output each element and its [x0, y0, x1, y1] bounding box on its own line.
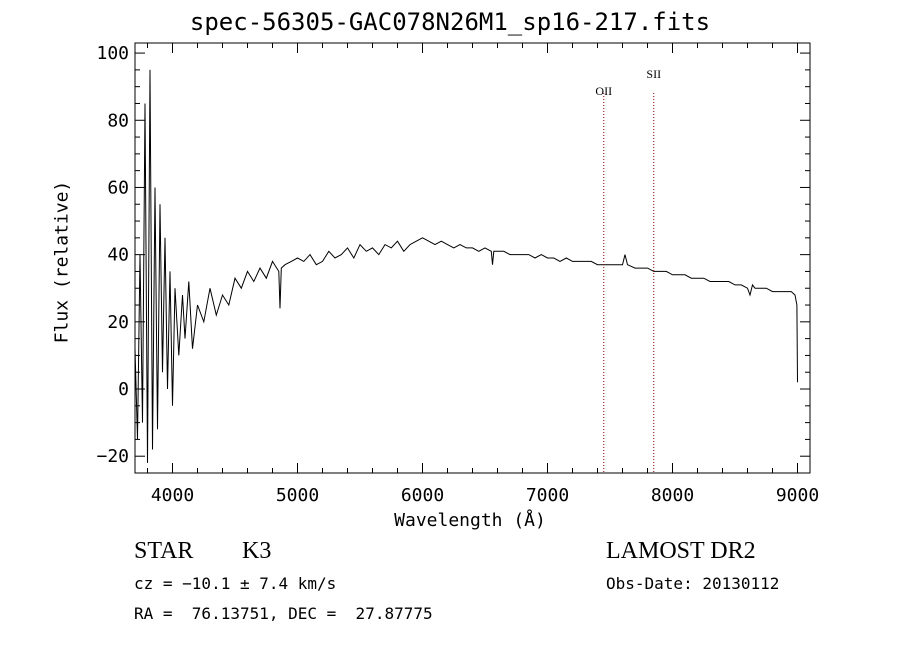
- spectrum-line: [135, 69, 798, 463]
- y-tick-label: −20: [96, 446, 129, 467]
- y-tick-label: 20: [107, 312, 129, 333]
- survey-name: LAMOST DR2: [606, 538, 756, 564]
- redshift-text: cz = −10.1 ± 7.4 km/s: [134, 574, 337, 593]
- coordinates-text: RA = 76.13751, DEC = 27.87775: [134, 604, 433, 623]
- x-tick-label: 6000: [401, 485, 444, 506]
- y-tick-label: 80: [107, 110, 129, 131]
- line-marker-label: SII: [646, 67, 661, 81]
- y-tick-label: 40: [107, 245, 129, 266]
- plot-frame: [134, 42, 811, 474]
- y-tick-label: 100: [96, 43, 129, 64]
- x-tick-label: 4000: [151, 485, 194, 506]
- x-tick-label: 8000: [651, 485, 694, 506]
- x-tick-label: 5000: [276, 485, 319, 506]
- y-tick-label: 60: [107, 177, 129, 198]
- object-subclass: K3: [242, 538, 272, 564]
- x-tick-label: 7000: [526, 485, 569, 506]
- x-tick-label: 9000: [776, 485, 819, 506]
- y-tick-label: 0: [118, 379, 129, 400]
- chart-title: spec-56305-GAC078N26M1_sp16-217.fits: [189, 8, 711, 36]
- object-class: STAR: [134, 538, 194, 564]
- observation-date: Obs-Date: 20130112: [606, 574, 780, 593]
- line-marker-label: OII: [595, 84, 612, 98]
- x-axis-label: Wavelength (Å): [394, 510, 546, 531]
- y-axis-label: Flux (relative): [51, 180, 73, 344]
